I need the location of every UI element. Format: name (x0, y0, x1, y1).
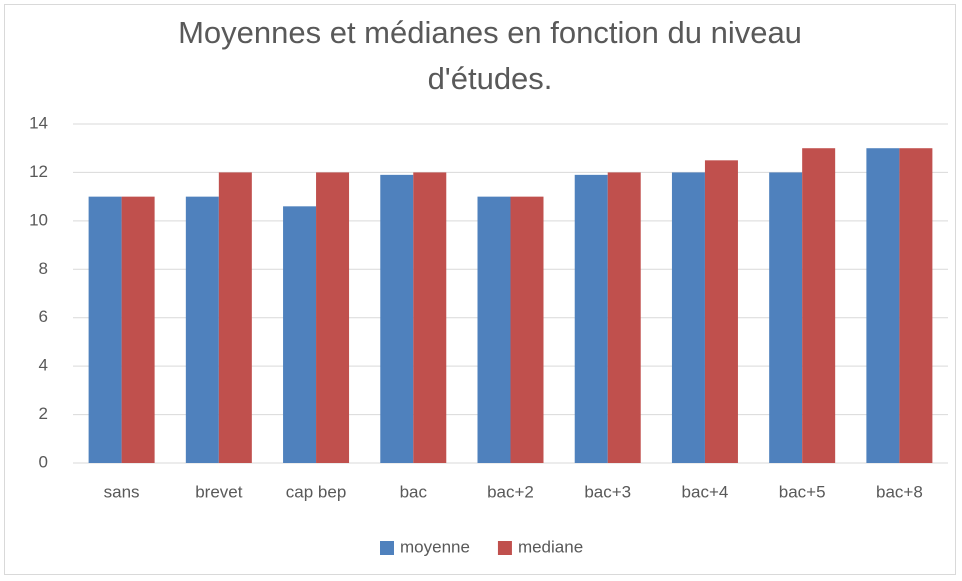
y-tick-label: 0 (39, 452, 48, 471)
bar (218, 172, 252, 463)
x-tick-label: bac+5 (779, 482, 826, 501)
bar (283, 206, 317, 464)
bar (802, 148, 836, 463)
x-tick-label: bac+4 (682, 482, 729, 501)
bar (380, 174, 414, 463)
x-tick-label: brevet (195, 482, 243, 501)
bar (88, 196, 122, 463)
y-tick-label: 4 (39, 356, 48, 375)
bar (510, 196, 544, 463)
y-tick-label: 10 (29, 210, 48, 229)
legend-swatch (380, 541, 394, 555)
bar (185, 196, 219, 463)
x-tick-label: bac+8 (876, 482, 923, 501)
bar (574, 174, 608, 463)
legend-label: moyenne (400, 537, 470, 556)
bar (769, 172, 803, 463)
legend-swatch (497, 541, 512, 555)
y-tick-label: 2 (39, 404, 48, 423)
bar (671, 172, 705, 463)
x-tick-label: bac+3 (584, 482, 631, 501)
legend-label: mediane (518, 537, 583, 556)
bar (899, 148, 933, 463)
bar (316, 172, 350, 463)
chart-title: Moyennes et médianes en fonction du nive… (178, 15, 802, 96)
chart-frame (4, 4, 956, 575)
bar (866, 148, 900, 463)
y-tick-label: 12 (29, 162, 48, 181)
bar (413, 172, 447, 463)
y-tick-label: 6 (39, 307, 48, 326)
x-tick-label: cap bep (286, 482, 347, 501)
x-tick-label: bac (400, 482, 428, 501)
bar (607, 172, 641, 463)
bar (121, 196, 155, 463)
x-tick-label: bac+2 (487, 482, 534, 501)
x-tick-label: sans (104, 482, 140, 501)
y-tick-label: 8 (39, 259, 48, 278)
bar (704, 160, 738, 464)
y-tick-label: 14 (29, 113, 48, 132)
bar (477, 196, 511, 463)
